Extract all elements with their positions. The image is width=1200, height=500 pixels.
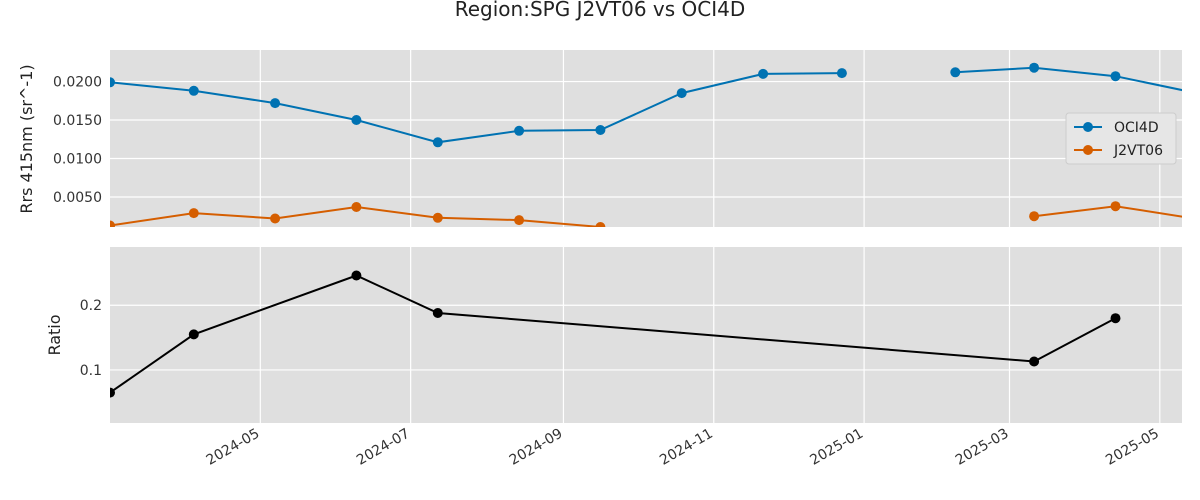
legend-label-oci4d: OCI4D	[1114, 120, 1159, 136]
top-y-tick-0.0200: 0.0200	[53, 75, 102, 91]
top-y-tick-0.0150: 0.0150	[53, 113, 102, 129]
bottom-plot-area	[110, 247, 1182, 423]
point-ratio-2025-03-11	[1029, 356, 1040, 367]
x-tick-2025-03: 2025-03	[953, 426, 1012, 469]
series-ratio	[110, 270, 1121, 398]
bottom-y-tick-0.2: 0.2	[80, 298, 102, 314]
bottom-y-axis-label: Ratio	[45, 314, 64, 355]
point-oci4d-2024-08-14	[514, 125, 525, 136]
legend-entry-oci4d: OCI4D	[1074, 120, 1159, 136]
point-oci4d-2025-02-07	[950, 67, 961, 78]
chart-title: Region:SPG J2VT06 vs OCI4D	[455, 0, 746, 21]
x-tick-2024-09: 2024-09	[507, 426, 566, 469]
point-j2vt06-2024-09-16	[595, 222, 606, 227]
point-oci4d-2024-10-19	[676, 88, 687, 99]
top-y-tick-0.0050: 0.0050	[53, 190, 102, 206]
legend: OCI4D J2VT06	[1065, 112, 1177, 165]
top-gridlines	[110, 50, 1182, 227]
bottom-y-tick-0.1: 0.1	[80, 363, 102, 379]
bottom-panel: 0.1 0.2 Ratio	[45, 247, 1182, 423]
point-oci4d-2024-07-12	[432, 137, 443, 148]
bottom-gridlines	[110, 247, 1182, 423]
point-j2vt06-2025-04-13	[1110, 201, 1121, 212]
x-tick-labels: 2024-05 2024-07 2024-09 2024-11 2025-01 2025-…	[204, 426, 1162, 469]
point-ratio-2024-03-01	[110, 387, 115, 398]
point-oci4d-2024-04-04	[188, 85, 199, 96]
top-series	[110, 62, 1194, 227]
series-oci4d	[110, 62, 1194, 148]
top-y-axis-label: Rrs 415nm (sr^-1)	[17, 64, 36, 213]
legend-box	[1065, 112, 1177, 165]
top-y-tick-0.0100: 0.0100	[53, 152, 102, 168]
x-tick-2024-07: 2024-07	[354, 426, 413, 469]
legend-entry-j2vt06: J2VT06	[1074, 143, 1163, 159]
point-ratio-2024-06-09	[351, 270, 362, 281]
legend-marker-oci4d	[1083, 122, 1093, 132]
top-panel: 0.0050 0.0100 0.0150 0.0200 Rrs 415nm (sr^-…	[17, 50, 1194, 227]
point-ratio-2024-04-04	[188, 329, 199, 340]
bottom-series	[110, 270, 1121, 398]
point-oci4d-2024-03-01	[110, 77, 115, 88]
bottom-y-tick-labels: 0.1 0.2	[80, 298, 102, 379]
point-oci4d-2025-03-11	[1029, 62, 1040, 73]
x-tick-2025-01: 2025-01	[807, 426, 866, 469]
x-tick-2024-11: 2024-11	[657, 426, 716, 469]
x-tick-2024-05: 2024-05	[204, 426, 263, 469]
point-oci4d-2024-12-23	[836, 68, 847, 79]
line-oci4d-segment-1	[110, 72, 842, 144]
point-ratio-2025-04-13	[1110, 313, 1121, 324]
point-j2vt06-2024-06-09	[351, 202, 362, 212]
point-j2vt06-2024-05-07	[270, 213, 281, 224]
point-oci4d-2025-04-13	[1110, 71, 1121, 82]
point-j2vt06-2024-08-14	[514, 215, 525, 226]
point-j2vt06-2024-07-12	[432, 212, 443, 223]
top-y-tick-labels: 0.0050 0.0100 0.0150 0.0200	[53, 75, 102, 206]
point-j2vt06-2024-04-04	[188, 208, 199, 219]
point-oci4d-2024-06-09	[351, 115, 362, 125]
point-oci4d-2025-05-13	[1184, 87, 1194, 97]
legend-label-j2vt06: J2VT06	[1113, 143, 1163, 159]
line-oci4d-segment-2	[955, 66, 1182, 92]
point-oci4d-2024-09-16	[595, 125, 606, 135]
point-j2vt06-2024-03-01	[110, 220, 115, 227]
point-j2vt06-2025-03-11	[1029, 211, 1040, 222]
point-oci4d-2024-11-21	[758, 68, 769, 79]
point-j2vt06-2025-05-13	[1184, 213, 1194, 223]
x-tick-2025-05: 2025-05	[1103, 426, 1162, 469]
series-j2vt06	[110, 201, 1194, 227]
legend-marker-j2vt06	[1083, 145, 1093, 155]
line-ratio-segment-1	[110, 274, 1116, 394]
top-plot-area	[110, 50, 1182, 227]
point-ratio-2024-07-12	[432, 308, 443, 318]
point-oci4d-2024-05-07	[270, 98, 281, 109]
